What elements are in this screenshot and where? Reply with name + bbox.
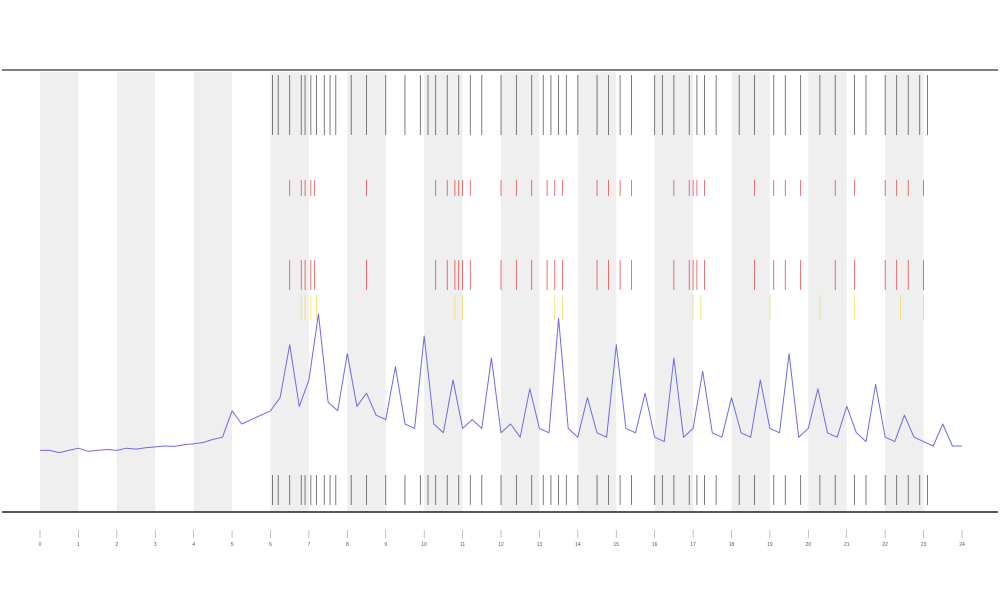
shaded-band [116, 72, 156, 512]
shaded-band [347, 72, 386, 512]
series-line [40, 313, 962, 454]
x-tick-label: 10 [421, 542, 427, 548]
x-tick-label: 9 [384, 542, 387, 548]
x-tick-label: 7 [308, 542, 311, 548]
x-tick-label: 0 [39, 542, 42, 548]
shaded-band [40, 72, 79, 512]
x-tick-label: 13 [537, 542, 543, 548]
x-tick-label: 17 [690, 542, 696, 548]
shaded-band [193, 72, 233, 512]
x-tick-label: 3 [154, 542, 157, 548]
shaded-band [577, 72, 617, 512]
x-tick-label: 8 [346, 542, 349, 548]
x-tick-label: 23 [921, 542, 927, 548]
x-tick-label: 15 [613, 542, 619, 548]
x-tick-label: 20 [806, 542, 812, 548]
x-tick-label: 6 [269, 542, 272, 548]
shaded-band [654, 72, 694, 512]
x-tick-label: 4 [192, 542, 195, 548]
x-tick-label: 1 [77, 542, 80, 548]
shaded-band [501, 72, 540, 512]
x-tick-label: 24 [959, 542, 965, 548]
plot-area [40, 72, 962, 512]
x-tick-label: 2 [115, 542, 118, 548]
shaded-band [885, 72, 924, 512]
x-tick-label: 22 [882, 542, 888, 548]
x-tick-label: 12 [498, 542, 504, 548]
x-tick-label: 11 [460, 542, 465, 548]
x-tick-label: 14 [575, 542, 581, 548]
x-tick-label: 18 [729, 542, 735, 548]
shaded-band [808, 72, 847, 512]
shaded-band [270, 72, 309, 512]
shaded-band [731, 72, 770, 512]
x-tick-label: 21 [844, 542, 850, 548]
x-tick-label: 19 [767, 542, 773, 548]
x-tick-label: 16 [652, 542, 658, 548]
x-tick-label: 5 [231, 542, 234, 548]
shaded-band [424, 72, 463, 512]
